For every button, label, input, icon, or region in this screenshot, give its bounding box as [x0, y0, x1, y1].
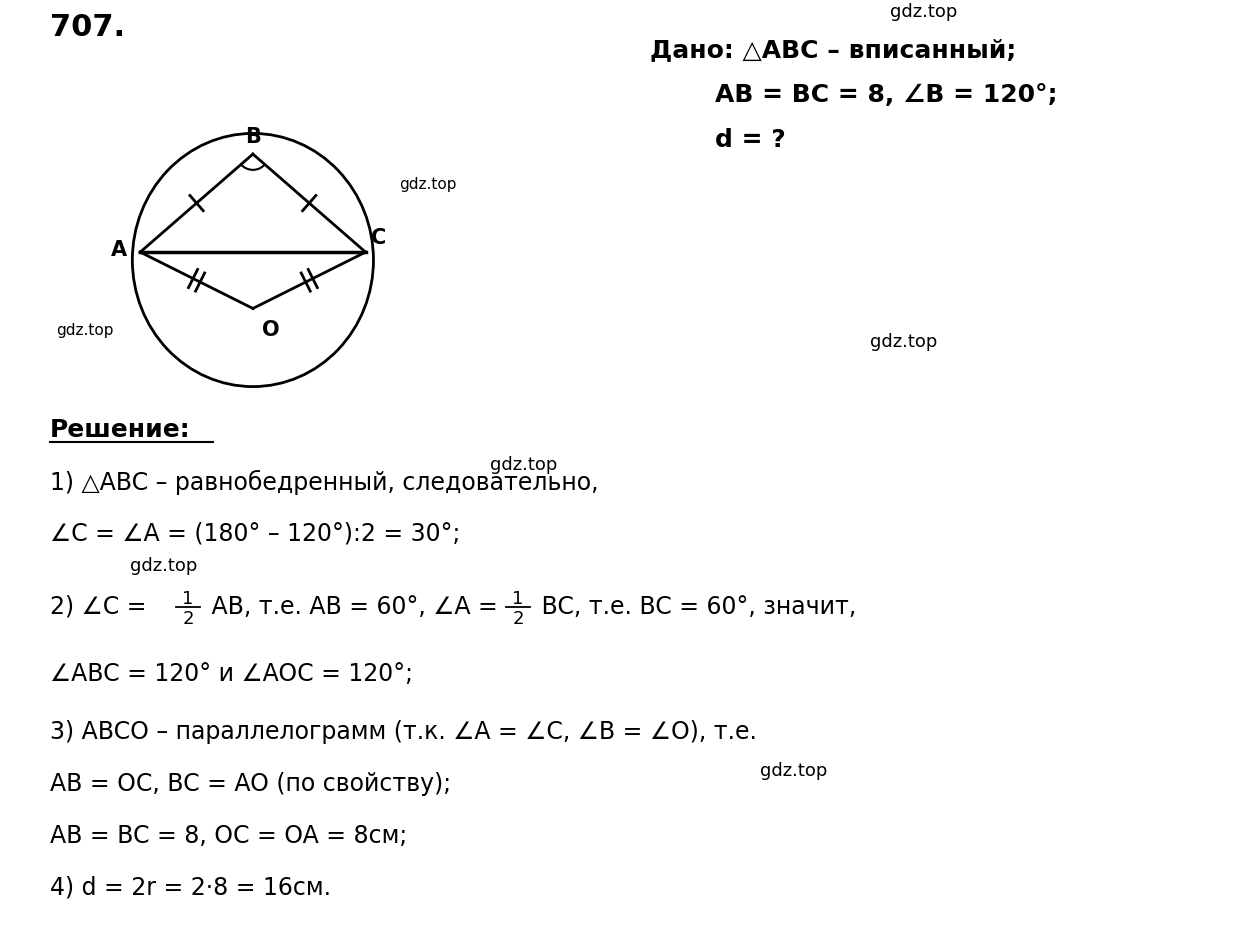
Text: BC, т.е. BC = 60°, значит,: BC, т.е. BC = 60°, значит,	[535, 594, 856, 619]
Text: gdz.top: gdz.top	[55, 323, 113, 338]
Text: ∠C = ∠A = (180° – 120°):2 = 30°;: ∠C = ∠A = (180° – 120°):2 = 30°;	[50, 522, 461, 546]
Text: A: A	[110, 240, 126, 260]
Text: Решение:: Решение:	[50, 418, 190, 442]
Text: C: C	[371, 228, 387, 247]
Text: gdz.top: gdz.top	[130, 557, 198, 575]
Text: AB = OC, BC = AO (по свойству);: AB = OC, BC = AO (по свойству);	[50, 772, 451, 795]
Text: gdz.top: gdz.top	[870, 333, 938, 351]
Text: 1: 1	[183, 590, 194, 608]
Text: AB = BC = 8, ∠B = 120°;: AB = BC = 8, ∠B = 120°;	[715, 83, 1058, 107]
Text: 2) ∠C =: 2) ∠C =	[50, 594, 154, 619]
Text: 4) d = 2r = 2·8 = 16см.: 4) d = 2r = 2·8 = 16см.	[50, 876, 331, 900]
Text: B: B	[245, 127, 260, 147]
Text: Дано: △ABC – вписанный;: Дано: △ABC – вписанный;	[650, 38, 1017, 62]
Text: 707.: 707.	[50, 13, 125, 42]
Text: d = ?: d = ?	[715, 128, 786, 152]
Text: AB = BC = 8, OC = OA = 8см;: AB = BC = 8, OC = OA = 8см;	[50, 824, 407, 848]
Text: 2: 2	[512, 610, 523, 628]
Text: ∠ABC = 120° и ∠AOC = 120°;: ∠ABC = 120° и ∠AOC = 120°;	[50, 663, 413, 686]
Text: O: O	[262, 319, 279, 339]
Text: gdz.top: gdz.top	[760, 761, 828, 779]
Text: gdz.top: gdz.top	[490, 456, 557, 474]
Text: 1: 1	[512, 590, 523, 608]
Text: AB, т.е. AB = 60°, ∠A =: AB, т.е. AB = 60°, ∠A =	[204, 594, 506, 619]
Text: 2: 2	[183, 610, 194, 628]
Text: 1) △ABC – равнобедренный, следовательно,: 1) △ABC – равнобедренный, следовательно,	[50, 470, 598, 495]
Text: 3) ABCO – параллелограмм (т.к. ∠A = ∠C, ∠B = ∠O), т.е.: 3) ABCO – параллелограмм (т.к. ∠A = ∠C, …	[50, 720, 757, 743]
Text: gdz.top: gdz.top	[890, 3, 958, 21]
Text: gdz.top: gdz.top	[399, 177, 457, 192]
